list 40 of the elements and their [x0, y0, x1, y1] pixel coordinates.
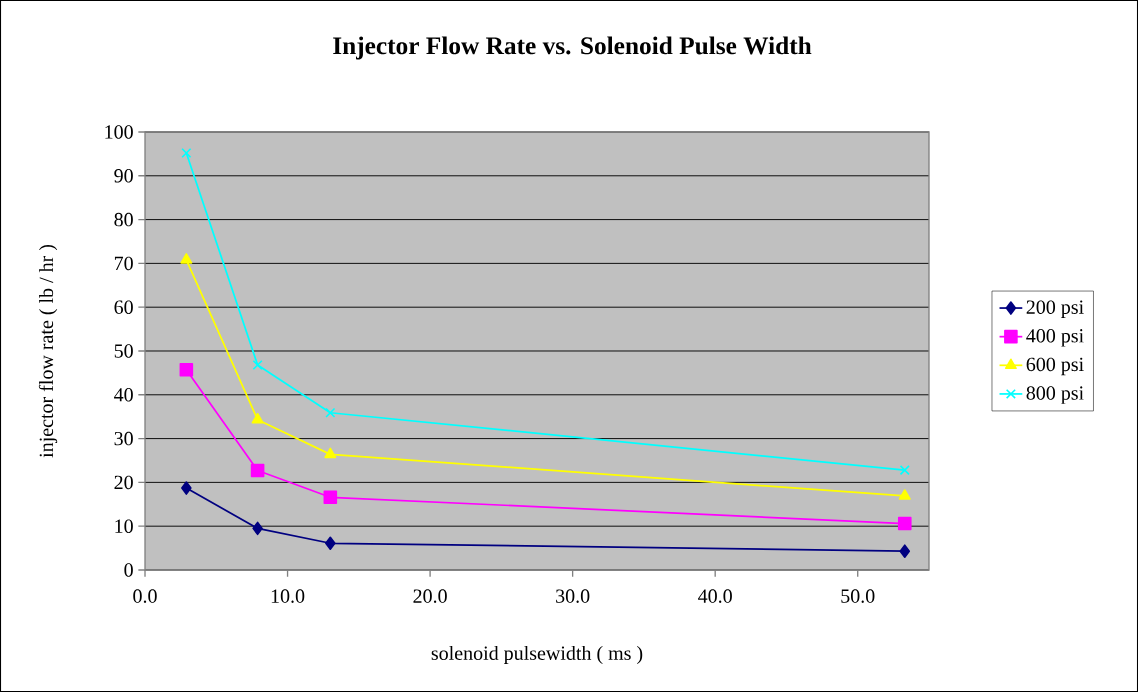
y-tick-label: 80 [114, 212, 133, 227]
x-tick-label: 50.0 [841, 589, 875, 603]
legend-label: 600 psi [1026, 357, 1084, 376]
point [181, 147, 192, 159]
y-tick-label: 100 [105, 125, 133, 139]
point [325, 407, 336, 418]
point [179, 363, 194, 377]
point [899, 465, 910, 476]
x-tick-label: 10.0 [271, 589, 305, 603]
x-tick-label: 0.0 [133, 589, 157, 603]
point [325, 536, 336, 551]
y-tick-label: 70 [114, 256, 133, 271]
point [252, 521, 263, 536]
legend-label: 800 psi [1026, 386, 1084, 404]
point [250, 463, 265, 478]
y-tick-label: 50 [114, 344, 133, 358]
point [898, 489, 911, 500]
x-tick-label: 40.0 [698, 589, 732, 603]
y-tick-label: 60 [114, 300, 133, 314]
point [897, 516, 912, 531]
point [323, 490, 338, 505]
legend-label: 400 psi [1026, 329, 1084, 347]
y-tick-label: 0 [124, 563, 133, 577]
y-tick-label: 20 [114, 475, 133, 490]
legend-label: 200 psi [1026, 300, 1084, 318]
y-tick-label: 10 [115, 519, 133, 533]
point [251, 412, 264, 424]
x-axis-title: solenoid pulsewidth ( ms ) [431, 645, 643, 665]
y-tick-label: 90 [114, 169, 133, 183]
point [252, 359, 263, 371]
x-tick-label: 30.0 [556, 589, 590, 603]
y-tick-label: 40 [114, 388, 133, 402]
point [181, 481, 192, 495]
point [899, 544, 911, 558]
point [324, 447, 337, 459]
point [180, 253, 193, 264]
x-tick-label: 20.0 [413, 589, 447, 603]
chart-title: Injector Flow Rate vs. Solenoid Pulse Width [333, 36, 812, 60]
y-tick-label: 30 [114, 431, 133, 446]
y-axis-title: injector flow rate ( lb / hr ) [38, 244, 58, 458]
